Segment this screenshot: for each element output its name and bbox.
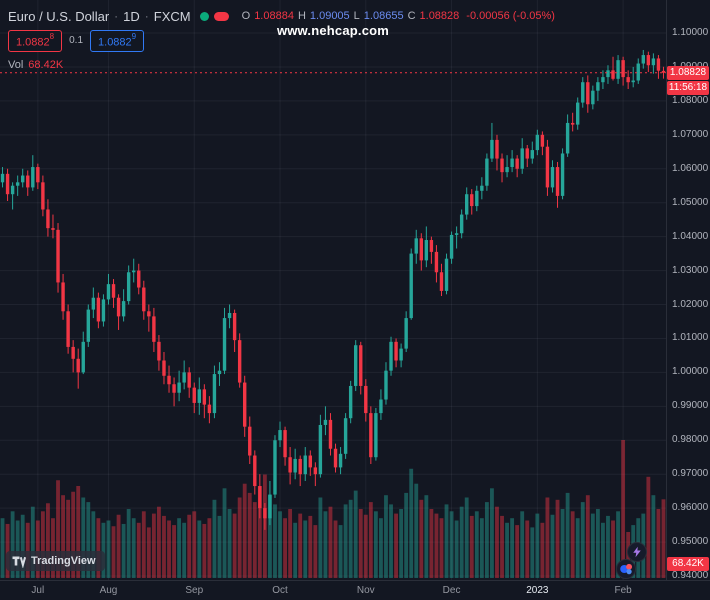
- tradingview-logo-badge[interactable]: TradingView: [6, 551, 105, 571]
- buy-button[interactable]: 1.08829: [90, 30, 145, 52]
- time-tick-label: Sep: [185, 585, 204, 596]
- time-tick-label: Dec: [442, 585, 461, 596]
- bar-countdown-label: 11:56:18: [667, 80, 709, 95]
- grid-layer: [0, 0, 666, 580]
- price-tick-label: 0.95000: [672, 536, 709, 548]
- buy-price-sup: 9: [131, 32, 137, 41]
- ohlc-readout: O 1.08884 H 1.09005 L 1.08655 C 1.08828 -0.0…: [242, 10, 555, 22]
- price-tick-label: 1.06000: [672, 162, 709, 174]
- open-value: 1.08884: [254, 10, 294, 22]
- change-value: -0.00056 (-0.05%): [466, 10, 555, 22]
- coins-button[interactable]: [616, 559, 636, 579]
- price-tick-label: 1.03000: [672, 264, 709, 276]
- last-price-label: 1.08828: [667, 65, 709, 80]
- price-tick-label: 0.94000: [672, 570, 709, 581]
- low-value: 1.08655: [363, 10, 404, 22]
- buy-price: 1.0882: [98, 36, 132, 49]
- tradingview-logo-icon: [12, 556, 26, 568]
- price-tick-label: 1.10000: [672, 27, 709, 38]
- volume-label: Vol: [8, 58, 24, 71]
- time-tick-label: Feb: [614, 585, 632, 596]
- volume-readout: Vol 68.42K: [8, 59, 555, 71]
- time-axis[interactable]: Jul Aug Sep Oct Nov Dec 2023 Feb: [0, 580, 710, 600]
- price-tick-label: 1.07000: [672, 128, 709, 140]
- legend-title-row: Euro / U.S. Dollar · 1D · FXCM O 1.08884 …: [8, 7, 555, 25]
- chart-legend: Euro / U.S. Dollar · 1D · FXCM O 1.08884 …: [8, 0, 555, 71]
- separator-dot: ·: [144, 9, 149, 23]
- price-axis[interactable]: 1.100001.090001.080001.070001.060001.050…: [666, 0, 710, 581]
- bid-ask-row: 1.08828 0.1 1.08829: [8, 30, 555, 52]
- high-value: 1.09005: [309, 10, 350, 22]
- candles-layer: [0, 49, 666, 530]
- time-tick-label: 2023: [526, 585, 549, 596]
- close-value: 1.08828: [419, 10, 460, 22]
- price-tick-label: 1.02000: [672, 298, 709, 310]
- spread-label: 0.1: [69, 35, 84, 47]
- price-tick-label: 1.00000: [672, 366, 709, 378]
- red-pill-icon[interactable]: [213, 11, 229, 21]
- interval-label[interactable]: 1D: [123, 8, 140, 24]
- sell-price: 1.0882: [16, 36, 50, 49]
- sell-button[interactable]: 1.08828: [8, 30, 63, 52]
- price-tick-label: 0.99000: [672, 400, 709, 412]
- volume-value: 68.42K: [28, 58, 64, 71]
- exchange-label: FXCM: [153, 8, 191, 24]
- green-dot-icon[interactable]: [199, 11, 209, 21]
- low-label: L: [353, 10, 360, 22]
- separator-dot: ·: [114, 9, 119, 23]
- price-tick-label: 1.04000: [672, 230, 709, 242]
- coins-icon: [620, 563, 633, 575]
- sell-price-sup: 8: [49, 32, 55, 41]
- price-tick-label: 0.98000: [672, 434, 709, 446]
- volume-axis-label: 68.42K: [667, 557, 709, 571]
- price-tick-label: 0.96000: [672, 502, 709, 514]
- lightning-button[interactable]: [627, 542, 647, 562]
- tradingview-logo-text: TradingView: [31, 555, 96, 567]
- lightning-icon: [633, 546, 641, 558]
- price-tick-label: 1.05000: [672, 196, 709, 208]
- price-tick-label: 1.01000: [672, 332, 709, 344]
- open-label: O: [241, 10, 251, 22]
- time-tick-label: Aug: [99, 585, 118, 596]
- last-price-badge-stack: 1.08828 11:56:18: [666, 65, 710, 96]
- volume-layer: [0, 440, 666, 578]
- time-tick-label: Nov: [356, 585, 375, 596]
- close-label: C: [407, 10, 416, 22]
- price-tick-label: 1.08000: [672, 94, 709, 106]
- symbol-title[interactable]: Euro / U.S. Dollar: [8, 8, 110, 24]
- high-label: H: [297, 10, 306, 22]
- time-tick-label: Oct: [272, 585, 288, 596]
- price-tick-label: 0.97000: [672, 468, 709, 480]
- time-tick-label: Jul: [31, 585, 45, 596]
